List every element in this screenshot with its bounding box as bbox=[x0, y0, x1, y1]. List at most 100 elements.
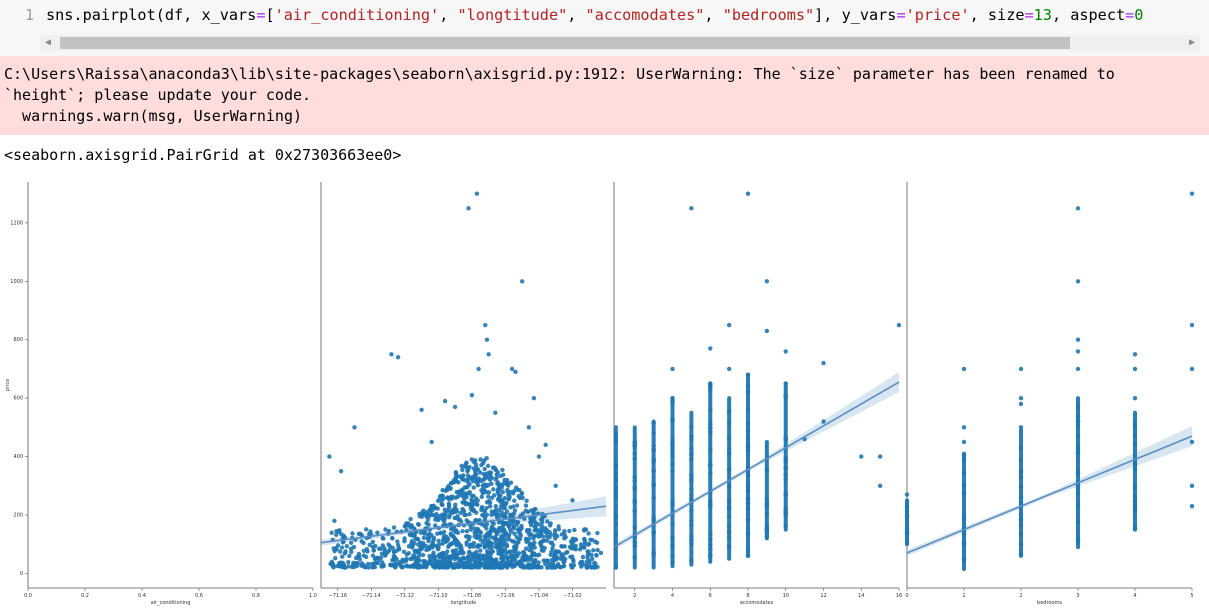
data-point bbox=[484, 512, 490, 517]
x-tick-label: −71.10 bbox=[429, 593, 448, 599]
x-tick-label: 4 bbox=[671, 593, 674, 599]
data-point bbox=[726, 467, 732, 472]
data-point bbox=[483, 474, 488, 480]
data-point bbox=[613, 565, 619, 570]
data-point bbox=[452, 404, 458, 410]
data-point bbox=[595, 547, 600, 553]
data-point bbox=[518, 533, 524, 538]
data-point bbox=[783, 437, 788, 442]
data-point bbox=[449, 562, 455, 567]
data-point bbox=[466, 476, 471, 482]
data-point bbox=[651, 552, 656, 557]
data-point bbox=[380, 543, 386, 548]
data-point bbox=[500, 489, 506, 495]
data-point bbox=[485, 543, 491, 548]
data-point bbox=[613, 488, 619, 493]
data-point bbox=[446, 484, 451, 489]
data-point bbox=[764, 496, 770, 502]
data-point bbox=[495, 480, 500, 485]
data-point bbox=[632, 439, 637, 445]
data-point bbox=[708, 447, 713, 452]
data-point bbox=[336, 563, 342, 569]
data-point bbox=[491, 487, 496, 492]
data-point bbox=[613, 522, 619, 527]
data-point bbox=[435, 547, 441, 552]
scroll-right-icon[interactable]: ▶ bbox=[1188, 37, 1196, 48]
data-point bbox=[593, 539, 598, 544]
data-point bbox=[1132, 352, 1138, 357]
data-point bbox=[1132, 442, 1138, 447]
data-point bbox=[632, 451, 637, 456]
data-point bbox=[424, 564, 429, 569]
data-point bbox=[783, 393, 788, 398]
data-point bbox=[507, 495, 512, 501]
data-point bbox=[481, 556, 486, 562]
data-point bbox=[381, 536, 386, 541]
data-point bbox=[1075, 539, 1081, 544]
data-point bbox=[570, 498, 575, 503]
data-point bbox=[1132, 466, 1138, 472]
data-point bbox=[361, 540, 366, 546]
data-point bbox=[670, 450, 675, 455]
data-point bbox=[431, 505, 437, 510]
data-point bbox=[452, 565, 457, 570]
data-point bbox=[464, 460, 469, 465]
horizontal-scrollbar[interactable]: ◀ ▶ bbox=[40, 35, 1200, 51]
data-point bbox=[1075, 414, 1081, 419]
data-point bbox=[354, 555, 359, 561]
panel-longtitude: −71.16 −71.14 −71.12 −71.10 −71.08 −71.06 −71.… bbox=[320, 182, 607, 606]
data-point bbox=[419, 407, 424, 413]
data-point bbox=[491, 521, 496, 527]
data-point bbox=[961, 542, 967, 548]
data-point bbox=[432, 523, 438, 528]
data-point bbox=[542, 538, 547, 543]
data-point bbox=[389, 352, 394, 357]
code-cell[interactable]: 1 sns.pairplot(df, x_vars=['air_conditio… bbox=[0, 0, 1209, 57]
scroll-left-icon[interactable]: ◀ bbox=[44, 37, 52, 48]
code-line[interactable]: sns.pairplot(df, x_vars=['air_conditioni… bbox=[46, 6, 1144, 24]
data-point bbox=[1018, 475, 1024, 480]
data-point bbox=[500, 551, 505, 556]
data-point bbox=[509, 512, 514, 518]
data-point bbox=[497, 513, 503, 518]
data-point bbox=[651, 529, 656, 535]
data-point bbox=[346, 564, 351, 569]
data-point bbox=[367, 542, 372, 548]
data-point bbox=[383, 527, 388, 532]
data-point bbox=[536, 534, 542, 539]
data-point bbox=[511, 504, 516, 509]
data-point bbox=[670, 441, 675, 447]
data-point bbox=[390, 545, 395, 550]
data-point bbox=[485, 463, 491, 469]
data-point bbox=[877, 454, 883, 459]
data-point bbox=[473, 461, 479, 467]
data-point bbox=[726, 523, 732, 529]
data-point bbox=[459, 463, 464, 469]
data-point bbox=[580, 554, 586, 560]
data-point bbox=[492, 527, 497, 532]
data-point bbox=[651, 457, 656, 462]
data-point bbox=[689, 446, 694, 451]
data-point bbox=[499, 526, 504, 532]
data-point bbox=[470, 508, 476, 513]
data-point bbox=[509, 366, 515, 372]
data-point bbox=[595, 530, 600, 536]
data-point bbox=[689, 518, 694, 523]
scrollbar-thumb[interactable] bbox=[60, 37, 1070, 49]
data-point bbox=[481, 539, 486, 545]
data-point bbox=[370, 544, 376, 550]
data-point bbox=[708, 532, 713, 537]
data-point bbox=[409, 523, 414, 528]
data-point bbox=[356, 531, 362, 537]
data-point bbox=[506, 532, 512, 538]
x-tick-label: 0.8 bbox=[252, 593, 260, 599]
x-tick-label: 0.6 bbox=[195, 593, 203, 599]
data-point bbox=[632, 478, 637, 484]
data-point bbox=[543, 442, 548, 448]
data-point bbox=[578, 542, 584, 547]
data-point bbox=[494, 515, 500, 520]
data-point bbox=[404, 523, 410, 528]
data-point bbox=[471, 544, 477, 549]
x-tick-label: 14 bbox=[858, 593, 864, 599]
data-point bbox=[516, 493, 521, 499]
